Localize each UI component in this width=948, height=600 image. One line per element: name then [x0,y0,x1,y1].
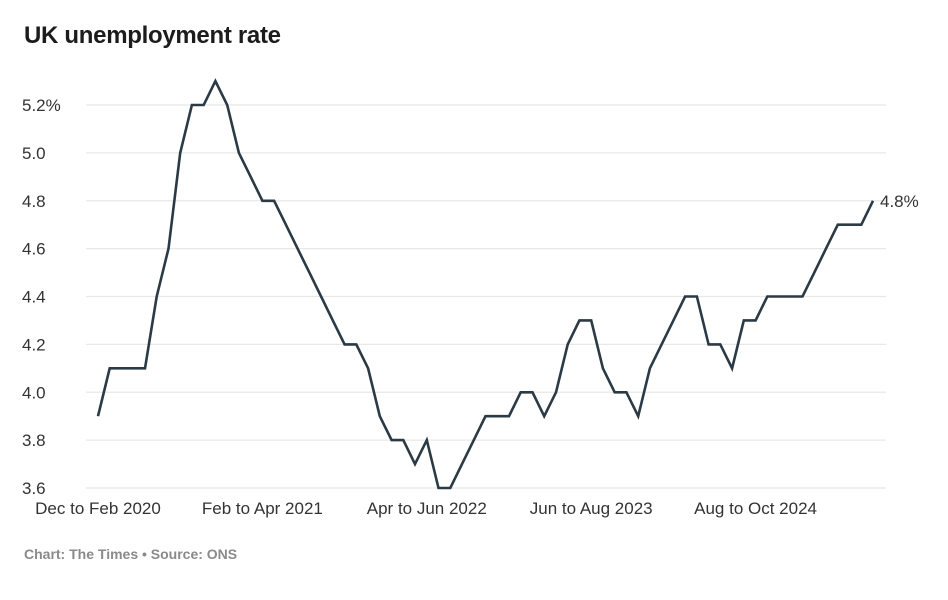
y-tick-label: 5.0 [22,144,46,163]
y-tick-label: 4.6 [22,240,46,259]
x-tick-label: Jun to Aug 2023 [530,499,653,518]
y-tick-label: 4.0 [22,383,46,402]
series-line [96,78,875,490]
y-tick-label: 3.6 [22,479,46,498]
y-tick-label: 4.2 [22,335,46,354]
chart-footer: Chart: The Times • Source: ONS [24,546,238,562]
y-tick-label: 3.8 [22,431,46,450]
x-tick-label: Dec to Feb 2020 [35,499,161,518]
chart-title: UK unemployment rate [24,22,281,49]
end-value-label: 4.8% [880,192,919,211]
y-tick-label: 5.2% [22,96,61,115]
y-tick-label: 4.8 [22,192,46,211]
x-tick-label: Aug to Oct 2024 [694,499,817,518]
x-tick-label: Apr to Jun 2022 [367,499,487,518]
x-tick-label: Feb to Apr 2021 [202,499,323,518]
y-tick-label: 4.4 [22,288,46,307]
